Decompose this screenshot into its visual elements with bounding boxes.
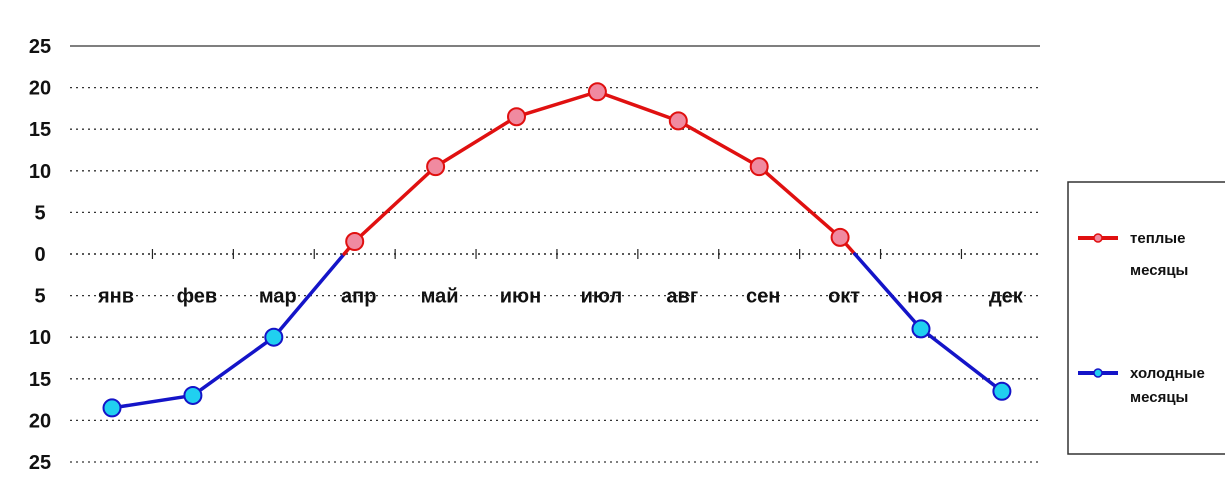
x-tick-label: ноя <box>907 286 943 308</box>
y-tick-label: 0 <box>34 244 45 266</box>
y-tick-label: 25 <box>29 452 51 474</box>
x-tick-label: дек <box>989 286 1024 308</box>
y-axis: 25 20 15 10 5 0 5 10 15 20 25 <box>29 36 51 474</box>
x-axis: янв фев мар апр май июн июл авг сен окт ноя дек <box>97 286 1024 308</box>
legend-item-warm: теплые месяцы <box>1078 230 1188 279</box>
x-tick-label: мар <box>259 286 297 308</box>
x-tick-label: фев <box>177 286 218 308</box>
legend-box <box>1067 181 1225 455</box>
x-tick-label: июл <box>581 286 623 308</box>
x-tick-label: янв <box>97 286 134 308</box>
x-tick-label: апр <box>341 286 376 308</box>
data-point-авг <box>668 111 688 131</box>
legend-cold-label-line2: месяцы <box>1130 389 1188 406</box>
series-line-segment <box>352 164 438 244</box>
y-tick-label: 20 <box>29 410 51 432</box>
data-point-мар <box>264 327 284 347</box>
data-point-май <box>426 157 446 177</box>
data-point-апр <box>345 232 365 252</box>
y-tick-label: 10 <box>29 327 51 349</box>
x-tick-label: июн <box>500 286 541 308</box>
y-tick-label: 15 <box>29 369 51 391</box>
series-markers <box>102 82 1012 418</box>
x-tick-label: окт <box>828 286 860 308</box>
legend-item-cold: холодные месяцы <box>1078 365 1205 406</box>
legend-warm-marker <box>1093 233 1103 243</box>
data-point-июн <box>507 107 526 127</box>
y-tick-label: 25 <box>29 36 51 58</box>
legend-cold-label-line1: холодные <box>1130 365 1205 382</box>
data-point-янв <box>102 398 122 418</box>
series-line-segment <box>919 327 1004 394</box>
x-tick-label: авг <box>666 286 698 308</box>
y-tick-label: 15 <box>29 119 51 141</box>
data-point-фев <box>183 385 203 405</box>
data-point-ноя <box>911 319 931 339</box>
y-tick-label: 20 <box>29 78 51 100</box>
legend-cold-marker <box>1093 368 1103 378</box>
series-line-segment <box>514 90 600 119</box>
y-tick-label: 10 <box>29 161 51 183</box>
legend: теплые месяцы холодные месяцы <box>1067 181 1225 455</box>
legend-warm-label-line2: месяцы <box>1130 262 1188 279</box>
data-point-дек <box>992 381 1012 401</box>
series-line-segment <box>110 393 195 410</box>
series-line-segment <box>433 114 519 169</box>
grid-lines <box>70 45 1040 463</box>
series-line-segment <box>853 252 923 331</box>
data-point-сен <box>749 157 769 177</box>
series-lines <box>110 90 1004 410</box>
x-tick-label: май <box>421 286 459 308</box>
series-line-segment <box>272 252 346 339</box>
x-tick-label: сен <box>746 286 780 308</box>
data-point-окт <box>830 227 850 247</box>
series-line-segment <box>676 119 761 169</box>
y-tick-label: 5 <box>34 202 45 224</box>
series-line-segment <box>191 335 276 398</box>
y-tick-label: 5 <box>34 286 45 308</box>
series-line-segment <box>595 90 681 123</box>
data-point-июл <box>587 82 607 102</box>
legend-warm-label-line1: теплые <box>1130 230 1185 247</box>
series-line-segment <box>757 164 842 240</box>
